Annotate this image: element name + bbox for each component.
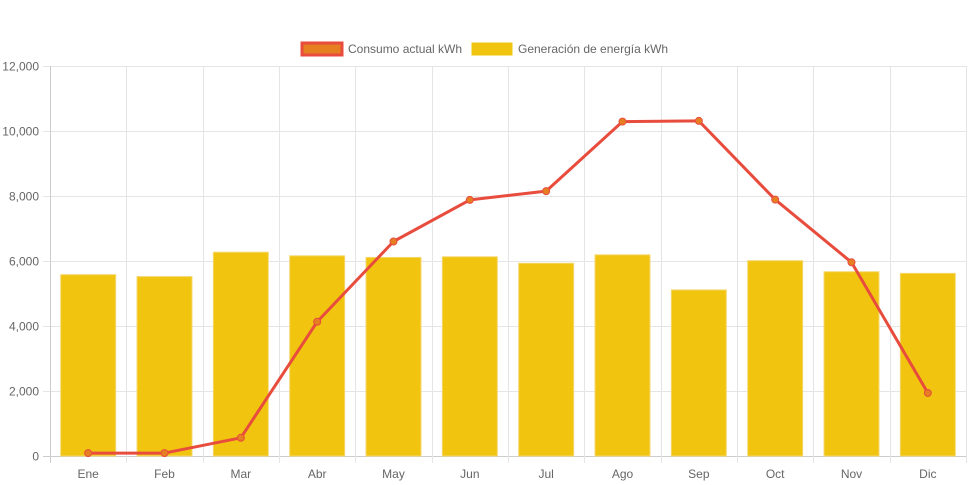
bar-mar[interactable] [212,251,269,457]
x-tick-label: Abr [308,467,327,481]
legend-label-generacion: Generación de energía kWh [518,42,668,56]
bar-feb[interactable] [136,276,193,457]
legend: Consumo actual kWh Generación de energía… [300,41,668,57]
x-tick-label: Ene [77,467,99,481]
x-tick-label: Sep [688,467,710,481]
y-tick-label: 0 [32,450,39,464]
bar-jul[interactable] [518,262,575,457]
point-ene[interactable] [84,449,93,458]
bar-ago[interactable] [594,254,651,457]
x-tick-label: Ago [612,467,634,481]
x-tick-label: Nov [841,467,862,481]
y-tick-label: 12,000 [2,60,39,74]
x-tick-label: May [382,467,405,481]
x-tick-label: Oct [766,467,785,481]
point-sep[interactable] [694,116,703,125]
x-tick-label: Jun [460,467,479,481]
line-series-consumo [84,116,932,458]
bar-jun[interactable] [441,256,498,457]
bar-series-generacion [60,251,956,457]
point-ago[interactable] [618,117,627,126]
x-tick-label: Mar [230,467,251,481]
bar-ene[interactable] [60,274,117,457]
point-jul[interactable] [542,187,551,196]
legend-swatch-generacion [471,42,513,56]
line-path-consumo [88,119,930,455]
point-feb[interactable] [160,449,169,458]
y-tick-label: 2,000 [9,385,39,399]
legend-item-generacion[interactable]: Generación de energía kWh [471,42,668,56]
y-tick-label: 4,000 [9,320,39,334]
x-tick-label: Feb [154,467,175,481]
bar-may[interactable] [365,256,422,457]
bar-sep[interactable] [670,289,727,457]
point-jun[interactable] [465,195,474,204]
x-tick-label: Dic [919,467,936,481]
point-may[interactable] [389,237,398,246]
point-mar[interactable] [236,433,245,442]
bar-dic[interactable] [899,272,956,457]
y-tick-label: 6,000 [9,255,39,269]
y-tick-label: 8,000 [9,190,39,204]
legend-label-consumo: Consumo actual kWh [348,42,462,56]
y-axis: 0 2,000 4,000 6,000 8,000 10,000 12,000 [2,60,39,464]
point-abr[interactable] [313,317,322,326]
point-dic[interactable] [923,388,932,397]
bar-oct[interactable] [747,260,804,457]
point-nov[interactable] [847,258,856,267]
x-axis: Ene Feb Mar Abr May Jun Jul Ago Sep Oct Nov Dic [77,467,936,481]
legend-swatch-consumo [300,41,344,57]
bar-nov[interactable] [823,271,880,457]
point-oct[interactable] [771,195,780,204]
y-tick-label: 10,000 [2,125,39,139]
x-tick-label: Jul [538,467,553,481]
bar-abr[interactable] [289,255,346,457]
legend-item-consumo[interactable]: Consumo actual kWh [300,41,462,57]
